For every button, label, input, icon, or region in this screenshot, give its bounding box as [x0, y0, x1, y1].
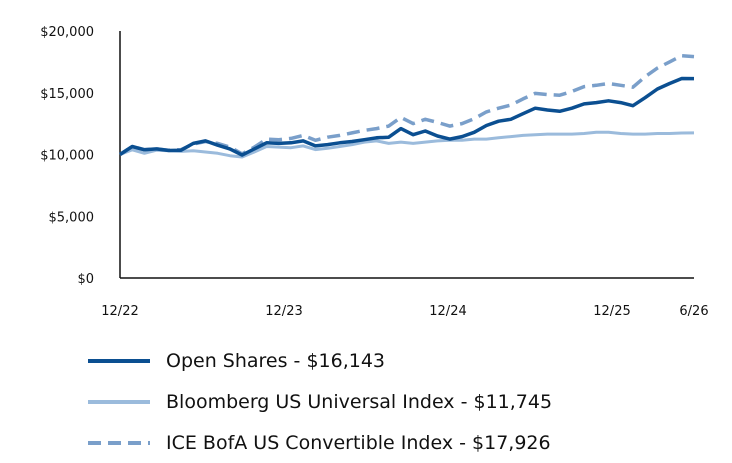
legend-label-open-shares: Open Shares - $16,143: [166, 349, 386, 372]
y-tick-label: $20,000: [40, 25, 94, 40]
x-tick-label: 6/26: [679, 304, 708, 319]
series-layer: [119, 53, 695, 159]
legend-label-bloomberg: Bloomberg US Universal Index - $11,745: [166, 390, 553, 413]
y-tick-label: $10,000: [40, 149, 94, 164]
line-chart: $0 $5,000 $10,000 $15,000 $20,000 12/22 12/23…: [40, 25, 708, 319]
legend-item-bloomberg: Bloomberg US Universal Index - $11,745: [88, 381, 728, 422]
series-line-1: [119, 130, 695, 159]
legend-swatch-open-shares: [88, 358, 150, 363]
legend-swatch-bloomberg: [88, 399, 150, 404]
legend-label-ice-bofa: ICE BofA US Convertible Index - $17,926: [166, 431, 551, 454]
y-tick-label: $5,000: [49, 210, 95, 225]
legend-item-open-shares: Open Shares - $16,143: [88, 340, 728, 381]
x-axis-ticks: 12/22 12/23 12/24 12/25 6/26: [101, 304, 708, 319]
x-tick-label: 12/24: [429, 304, 466, 319]
y-axis-ticks: $0 $5,000 $10,000 $15,000 $20,000: [40, 25, 94, 287]
y-tick-label: $15,000: [40, 87, 94, 102]
x-tick-label: 12/23: [265, 304, 302, 319]
x-tick-label: 12/25: [593, 304, 630, 319]
x-tick-label: 12/22: [101, 304, 138, 319]
series-line-0: [119, 76, 695, 157]
legend: Open Shares - $16,143 Bloomberg US Unive…: [88, 340, 728, 463]
legend-item-ice-bofa: ICE BofA US Convertible Index - $17,926: [88, 422, 728, 463]
legend-swatch-ice-bofa: [88, 440, 150, 445]
y-tick-label: $0: [77, 272, 94, 287]
